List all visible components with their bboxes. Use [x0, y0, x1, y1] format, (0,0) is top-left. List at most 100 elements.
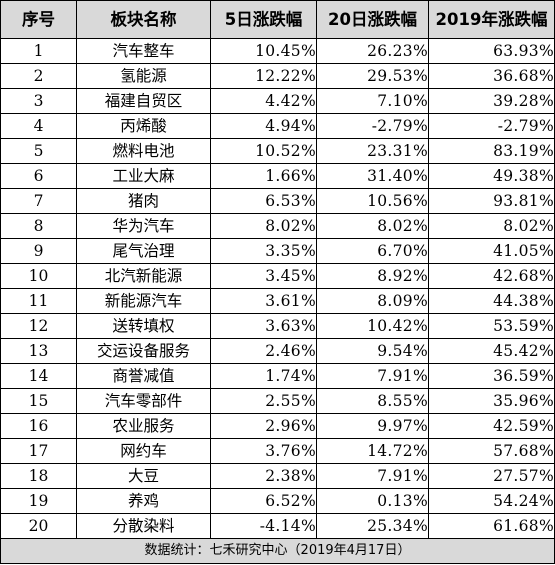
table-header: 序号 板块名称 5日涨跌幅 20日涨跌幅 2019年涨跌幅: [0, 0, 555, 39]
row-index-cell: 7: [0, 188, 77, 214]
change-5day-cell: 3.61%: [210, 288, 317, 314]
sector-name-cell: 大豆: [76, 463, 211, 489]
sector-name-cell: 福建自贸区: [76, 88, 211, 114]
table-row: 18 大豆 2.38% 7.91% 27.57%: [0, 463, 555, 489]
row-index-cell: 10: [0, 263, 77, 289]
row-index-cell: 9: [0, 238, 77, 264]
sector-name-cell: 汽车零部件: [76, 388, 211, 414]
change-5day-cell: 4.42%: [210, 88, 317, 114]
row-index-cell: 1: [0, 38, 77, 64]
change-5day-cell: 4.94%: [210, 113, 317, 139]
change-20day-cell: 14.72%: [316, 438, 429, 464]
sector-name-cell: 养鸡: [76, 488, 211, 514]
row-index-cell: 19: [0, 488, 77, 514]
data-source-note: 数据统计：七禾研究中心（2019年4月17日）: [0, 538, 555, 564]
table-row: 14 商誉减值 1.74% 7.91% 36.59%: [0, 363, 555, 389]
change-20day-cell: 6.70%: [316, 238, 429, 264]
change-ytd-cell: 36.68%: [428, 63, 555, 89]
row-index-cell: 5: [0, 138, 77, 164]
change-20day-cell: 8.92%: [316, 263, 429, 289]
change-5day-cell: 2.38%: [210, 463, 317, 489]
change-5day-cell: 1.66%: [210, 163, 317, 189]
table-row: 1 汽车整车 10.45% 26.23% 63.93%: [0, 38, 555, 64]
sector-name-cell: 新能源汽车: [76, 288, 211, 314]
table-row: 12 送转填权 3.63% 10.42% 53.59%: [0, 313, 555, 339]
sector-name-cell: 商誉减值: [76, 363, 211, 389]
change-20day-cell: 7.91%: [316, 463, 429, 489]
change-20day-cell: 8.55%: [316, 388, 429, 414]
change-ytd-cell: 45.42%: [428, 338, 555, 364]
sector-name-cell: 交运设备服务: [76, 338, 211, 364]
row-index-cell: 8: [0, 213, 77, 239]
header-row: 序号 板块名称 5日涨跌幅 20日涨跌幅 2019年涨跌幅: [0, 0, 555, 39]
row-index-cell: 4: [0, 113, 77, 139]
column-header-5day-change: 5日涨跌幅: [210, 0, 317, 39]
sector-name-cell: 分散染料: [76, 513, 211, 539]
row-index-cell: 11: [0, 288, 77, 314]
column-header-ytd-change: 2019年涨跌幅: [428, 0, 555, 39]
change-ytd-cell: 53.59%: [428, 313, 555, 339]
sector-name-cell: 尾气治理: [76, 238, 211, 264]
change-20day-cell: 29.53%: [316, 63, 429, 89]
change-ytd-cell: 27.57%: [428, 463, 555, 489]
change-ytd-cell: 54.24%: [428, 488, 555, 514]
change-20day-cell: 23.31%: [316, 138, 429, 164]
change-20day-cell: 26.23%: [316, 38, 429, 64]
row-index-cell: 13: [0, 338, 77, 364]
table-row: 15 汽车零部件 2.55% 8.55% 35.96%: [0, 388, 555, 414]
table-row: 6 工业大麻 1.66% 31.40% 49.38%: [0, 163, 555, 189]
change-5day-cell: 6.52%: [210, 488, 317, 514]
change-ytd-cell: 93.81%: [428, 188, 555, 214]
sector-name-cell: 送转填权: [76, 313, 211, 339]
change-5day-cell: 1.74%: [210, 363, 317, 389]
change-20day-cell: 10.42%: [316, 313, 429, 339]
sector-name-cell: 燃料电池: [76, 138, 211, 164]
change-5day-cell: 3.76%: [210, 438, 317, 464]
sector-name-cell: 氢能源: [76, 63, 211, 89]
change-ytd-cell: 41.05%: [428, 238, 555, 264]
row-index-cell: 12: [0, 313, 77, 339]
table-row: 5 燃料电池 10.52% 23.31% 83.19%: [0, 138, 555, 164]
table-row: 19 养鸡 6.52% 0.13% 54.24%: [0, 488, 555, 514]
table-footer: 数据统计：七禾研究中心（2019年4月17日）: [0, 538, 555, 564]
column-header-20day-change: 20日涨跌幅: [316, 0, 429, 39]
row-index-cell: 18: [0, 463, 77, 489]
table-row: 10 北汽新能源 3.45% 8.92% 42.68%: [0, 263, 555, 289]
change-20day-cell: 10.56%: [316, 188, 429, 214]
table-row: 2 氢能源 12.22% 29.53% 36.68%: [0, 63, 555, 89]
row-index-cell: 20: [0, 513, 77, 539]
column-header-sector-name: 板块名称: [76, 0, 211, 39]
table-row: 13 交运设备服务 2.46% 9.54% 45.42%: [0, 338, 555, 364]
change-ytd-cell: 83.19%: [428, 138, 555, 164]
table-row: 16 农业服务 2.96% 9.97% 42.59%: [0, 413, 555, 439]
change-20day-cell: 25.34%: [316, 513, 429, 539]
change-5day-cell: 2.96%: [210, 413, 317, 439]
change-20day-cell: 7.10%: [316, 88, 429, 114]
change-20day-cell: 7.91%: [316, 363, 429, 389]
change-ytd-cell: 63.93%: [428, 38, 555, 64]
change-ytd-cell: 39.28%: [428, 88, 555, 114]
sector-name-cell: 丙烯酸: [76, 113, 211, 139]
row-index-cell: 14: [0, 363, 77, 389]
change-ytd-cell: 42.68%: [428, 263, 555, 289]
row-index-cell: 2: [0, 63, 77, 89]
change-5day-cell: 2.55%: [210, 388, 317, 414]
sector-name-cell: 华为汽车: [76, 213, 211, 239]
change-5day-cell: 8.02%: [210, 213, 317, 239]
table-row: 8 华为汽车 8.02% 8.02% 8.02%: [0, 213, 555, 239]
footer-row: 数据统计：七禾研究中心（2019年4月17日）: [0, 538, 555, 564]
change-5day-cell: 2.46%: [210, 338, 317, 364]
change-20day-cell: -2.79%: [316, 113, 429, 139]
table-row: 7 猪肉 6.53% 10.56% 93.81%: [0, 188, 555, 214]
row-index-cell: 15: [0, 388, 77, 414]
row-index-cell: 6: [0, 163, 77, 189]
change-20day-cell: 31.40%: [316, 163, 429, 189]
change-5day-cell: 3.35%: [210, 238, 317, 264]
change-ytd-cell: 36.59%: [428, 363, 555, 389]
sector-name-cell: 猪肉: [76, 188, 211, 214]
change-ytd-cell: -2.79%: [428, 113, 555, 139]
change-5day-cell: 6.53%: [210, 188, 317, 214]
change-5day-cell: 3.45%: [210, 263, 317, 289]
column-header-index: 序号: [0, 0, 77, 39]
